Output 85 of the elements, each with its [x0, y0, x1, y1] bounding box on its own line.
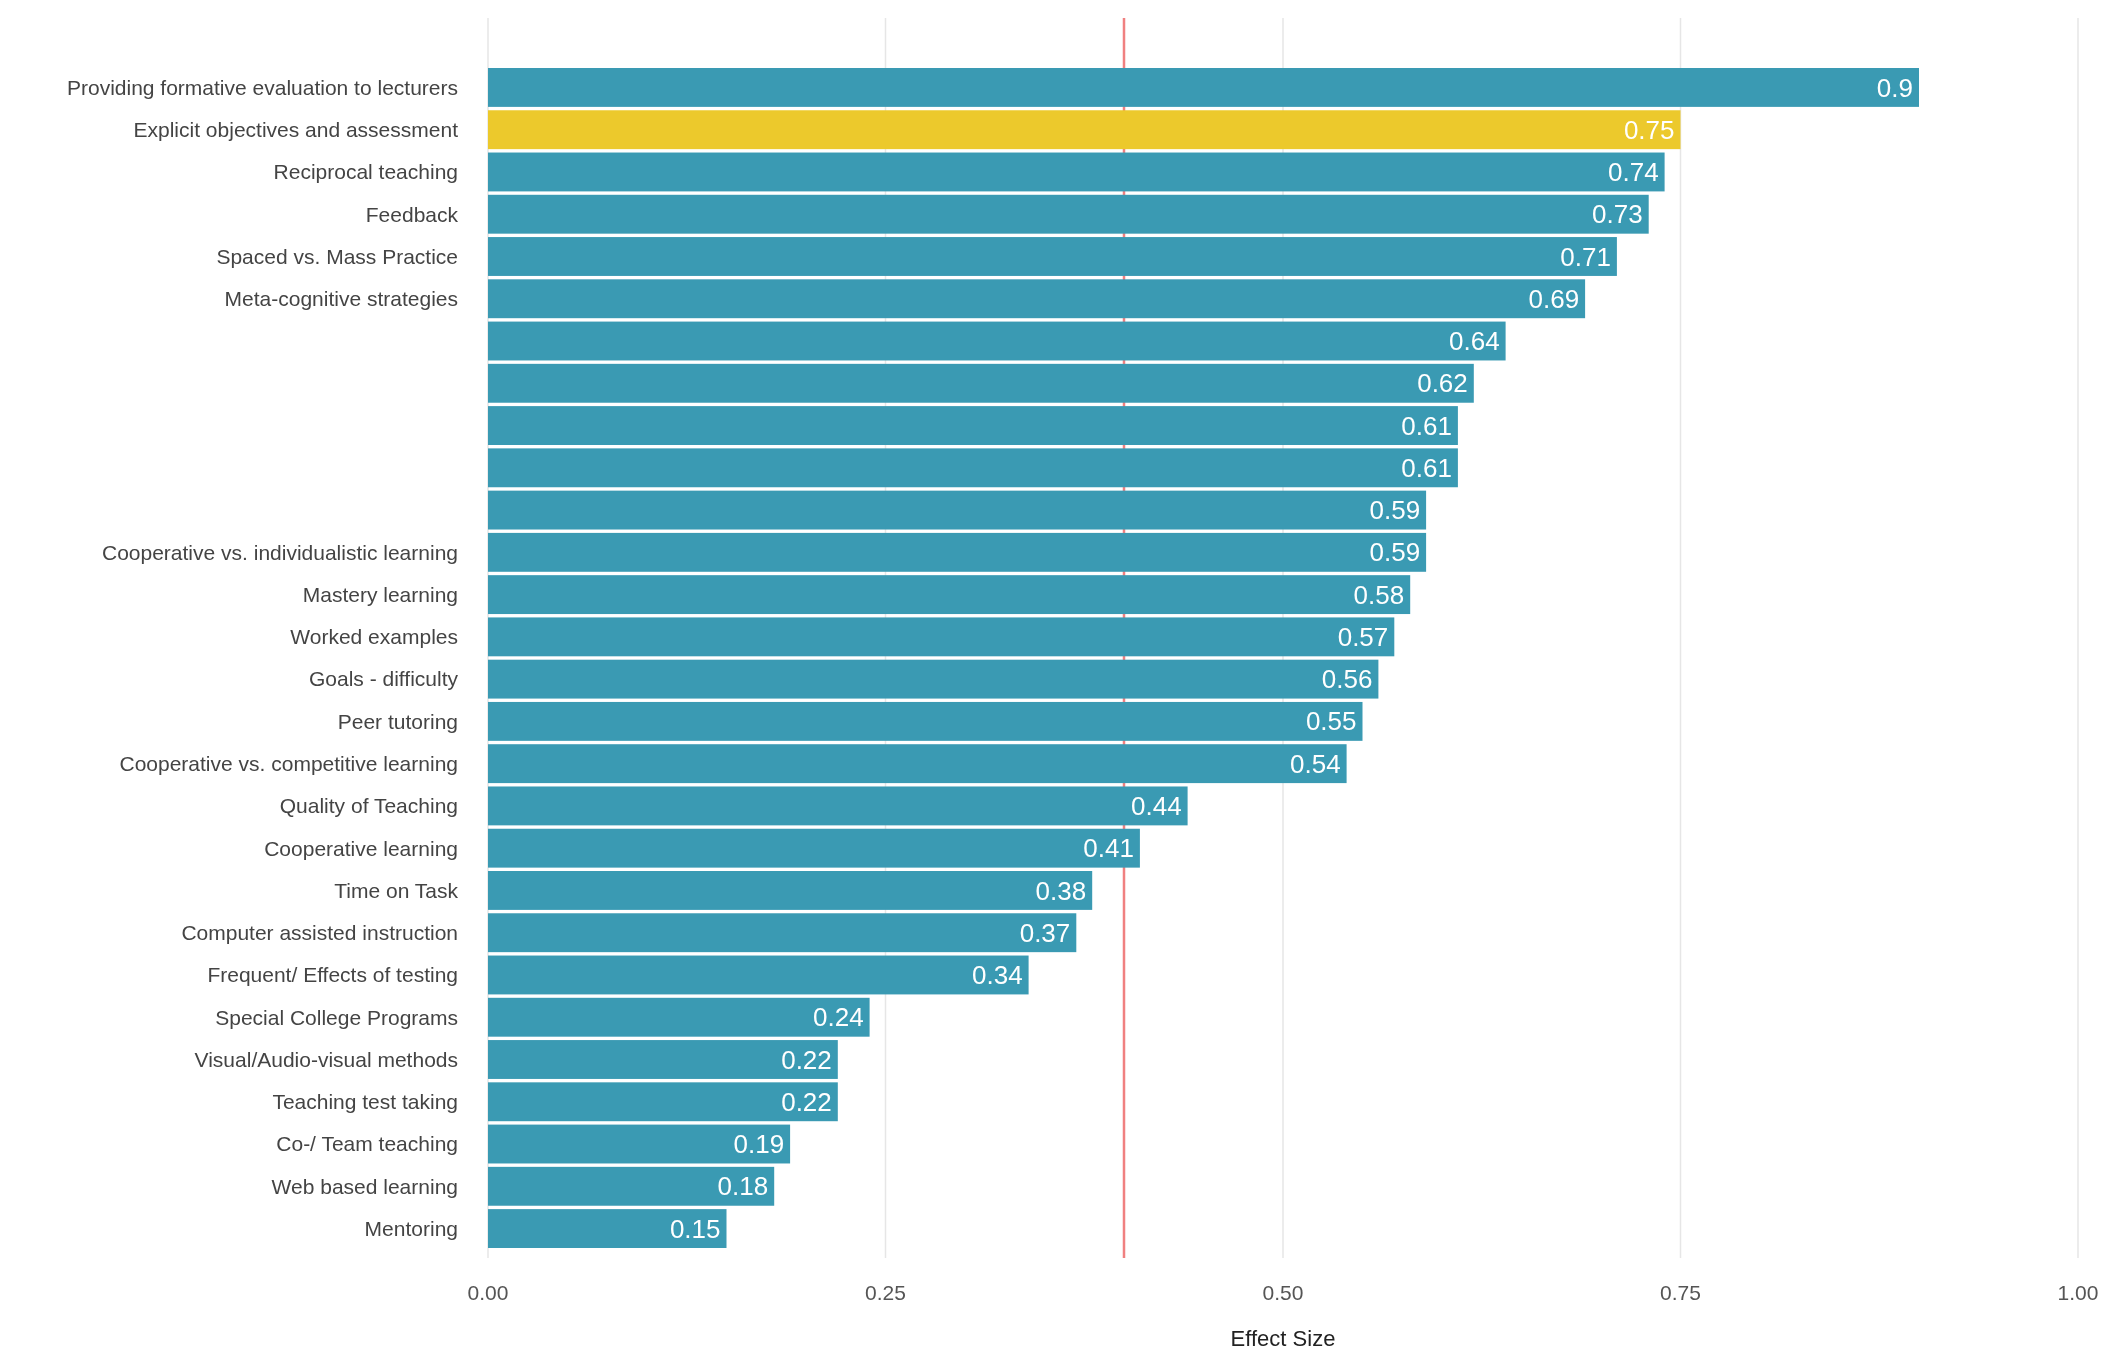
- y-tick-label: Cooperative vs. competitive learning: [119, 752, 458, 776]
- bar: [488, 321, 1506, 361]
- bar: [488, 955, 1029, 995]
- y-tick-label: Teaching test taking: [272, 1090, 458, 1114]
- bar: [488, 1124, 791, 1164]
- data-label: 0.38: [1035, 875, 1087, 906]
- data-label: 0.73: [1592, 199, 1643, 230]
- y-tick-label: Co-/ Team teaching: [276, 1132, 458, 1156]
- bar: [488, 237, 1617, 276]
- data-label: 0.15: [669, 1213, 721, 1244]
- bar: [488, 1166, 775, 1206]
- bar: [488, 490, 1427, 530]
- bar: [488, 871, 1093, 910]
- data-label: 0.61: [1401, 452, 1452, 483]
- data-label: 0.19: [733, 1129, 785, 1160]
- bar: [488, 110, 1681, 150]
- y-tick-label: Visual/Audio-visual methods: [194, 1047, 458, 1071]
- y-tick-label: Cooperative vs. individualistic learning: [101, 540, 458, 564]
- bar: [488, 659, 1379, 699]
- bar: [488, 532, 1427, 572]
- x-axis-title: Effect Size: [1230, 1326, 1336, 1351]
- data-label: 0.41: [1083, 833, 1134, 864]
- data-label: 0.9: [1876, 72, 1913, 103]
- data-label: 0.34: [971, 960, 1023, 991]
- y-tick-label: Mastery learning: [302, 582, 458, 606]
- bar: [488, 279, 1586, 319]
- bar: [488, 744, 1347, 784]
- x-tick-label: 0.50: [1262, 1281, 1304, 1304]
- y-tick-label: Web based learning: [271, 1174, 458, 1198]
- data-label: 0.56: [1321, 664, 1373, 695]
- bar: [488, 194, 1649, 234]
- data-label: 0.18: [717, 1171, 769, 1202]
- y-tick-label: Goals - difficulty: [309, 667, 459, 691]
- y-tick-label: Time on Task: [334, 878, 459, 902]
- data-label: 0.64: [1448, 326, 1500, 357]
- x-tick-label: 1.00: [2057, 1281, 2099, 1304]
- data-label: 0.37: [1019, 917, 1071, 948]
- y-tick-label: Meta-cognitive strategies: [224, 287, 458, 311]
- bar: [488, 617, 1395, 657]
- y-tick-label: Providing formative evaluation to lecturers: [66, 75, 458, 99]
- data-label: 0.69: [1528, 283, 1580, 314]
- bar: [488, 68, 1919, 107]
- bar: [488, 363, 1474, 403]
- bar: [488, 786, 1188, 826]
- data-label: 0.22: [781, 1086, 832, 1117]
- data-label: 0.61: [1401, 410, 1452, 441]
- data-label: 0.57: [1337, 621, 1389, 652]
- data-label: 0.59: [1369, 537, 1421, 568]
- data-label: 0.74: [1607, 157, 1659, 188]
- bar: [488, 1209, 727, 1248]
- y-tick-label: Spaced vs. Mass Practice: [216, 244, 458, 268]
- y-tick-label: Reciprocal teaching: [273, 160, 458, 184]
- data-label: 0.75: [1623, 114, 1675, 145]
- y-tick-label: Special College Programs: [215, 1005, 458, 1029]
- x-tick-label: 0.25: [865, 1281, 906, 1304]
- data-label: 0.24: [812, 1002, 864, 1033]
- data-label: 0.58: [1353, 579, 1405, 610]
- x-tick-label: 0.75: [1660, 1281, 1701, 1304]
- data-label: 0.59: [1369, 495, 1421, 526]
- bar: [488, 1082, 838, 1122]
- y-tick-label: Peer tutoring: [337, 709, 458, 733]
- y-tick-label: Worked examples: [290, 625, 458, 649]
- bar: [488, 448, 1458, 488]
- y-tick-label: Mentoring: [364, 1216, 458, 1240]
- y-tick-label: Explicit objectives and assessment: [133, 118, 459, 142]
- data-label: 0.55: [1305, 706, 1357, 737]
- bar: [488, 575, 1411, 615]
- y-tick-label: Computer assisted instruction: [181, 921, 458, 945]
- bar: [488, 1040, 838, 1079]
- x-tick-label: 0.00: [467, 1281, 509, 1304]
- y-tick-label: Frequent/ Effects of testing: [207, 963, 458, 987]
- y-tick-label: Cooperative learning: [264, 836, 458, 860]
- y-tick-label: Feedback: [365, 202, 459, 226]
- data-label: 0.62: [1417, 368, 1468, 399]
- y-tick-label: Quality of Teaching: [279, 794, 458, 818]
- data-label: 0.22: [781, 1044, 832, 1075]
- bar: [488, 828, 1140, 868]
- data-label: 0.54: [1289, 748, 1341, 779]
- bar: [488, 701, 1363, 741]
- data-label: 0.71: [1560, 241, 1611, 272]
- bar: [488, 913, 1077, 953]
- bar: [488, 152, 1665, 192]
- bar: [488, 997, 870, 1037]
- data-label: 0.44: [1130, 791, 1182, 822]
- bar: [488, 406, 1458, 445]
